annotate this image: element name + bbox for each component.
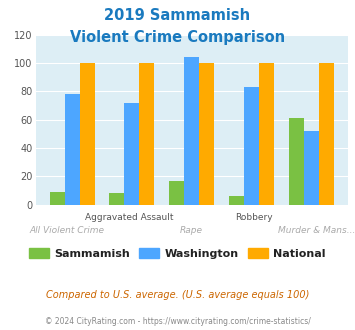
Legend: Sammamish, Washington, National: Sammamish, Washington, National	[24, 244, 331, 263]
Text: Rape: Rape	[180, 226, 203, 235]
Bar	[289, 118, 304, 205]
Bar	[140, 63, 154, 205]
Bar	[65, 94, 80, 205]
Text: Murder & Mans...: Murder & Mans...	[278, 226, 355, 235]
Bar	[229, 196, 244, 205]
Text: 2019 Sammamish: 2019 Sammamish	[104, 8, 251, 23]
Bar	[109, 193, 125, 205]
Bar	[304, 131, 319, 205]
Text: Violent Crime Comparison: Violent Crime Comparison	[70, 30, 285, 45]
Bar	[244, 87, 259, 205]
Text: Aggravated Assault: Aggravated Assault	[85, 213, 174, 222]
Bar	[125, 103, 140, 205]
Bar	[80, 63, 94, 205]
Bar	[259, 63, 274, 205]
Bar	[319, 63, 334, 205]
Bar	[184, 57, 199, 205]
Text: All Violent Crime: All Violent Crime	[29, 226, 104, 235]
Bar	[50, 192, 65, 205]
Text: Compared to U.S. average. (U.S. average equals 100): Compared to U.S. average. (U.S. average …	[46, 290, 309, 300]
Bar	[169, 181, 184, 205]
Bar	[199, 63, 214, 205]
Text: © 2024 CityRating.com - https://www.cityrating.com/crime-statistics/: © 2024 CityRating.com - https://www.city…	[45, 317, 310, 326]
Text: Robbery: Robbery	[235, 213, 273, 222]
